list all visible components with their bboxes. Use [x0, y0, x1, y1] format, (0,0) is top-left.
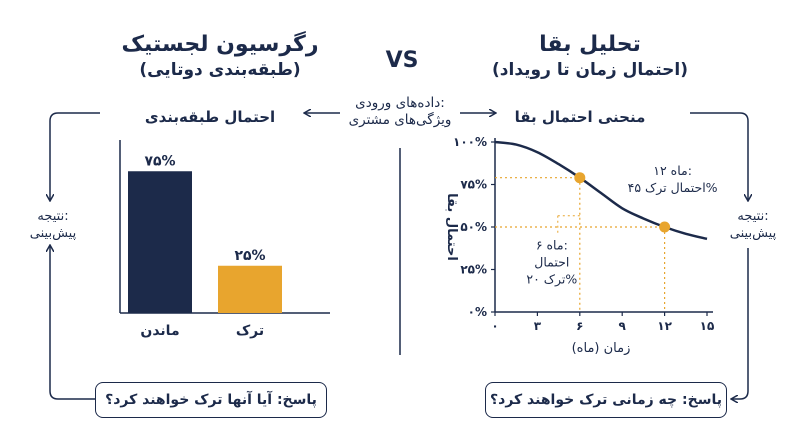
vs-label: VS — [385, 48, 419, 73]
bar-1 — [128, 171, 192, 313]
right-result-line1: نتیجه: — [737, 209, 769, 224]
y-axis-label: احتمال بقا — [444, 193, 459, 261]
highlight-label-2-line-1: ماه ۱۲: — [653, 163, 692, 178]
right-section-title: منحنی احتمال بقا — [514, 108, 646, 126]
right-title: تحلیل بقا — [539, 32, 641, 57]
left-subtitle: (طبقه‌بندی دوتایی) — [139, 60, 301, 80]
x-tick-label-9: ۹ — [619, 319, 627, 333]
x-tick-label-6: ۶ — [576, 319, 583, 333]
left-answer-box: پاسخ: آیا آنها ترک خواهند کرد؟ — [95, 382, 327, 418]
y-tick-label-25: ۲۵% — [460, 263, 487, 277]
right-subtitle: (احتمال زمان تا رویداد) — [492, 60, 688, 80]
left-result-line2: پیش‌بینی — [29, 226, 77, 241]
bar-value-label-1: ۷۵% — [144, 153, 175, 169]
input-data-label: داده‌های ورودی: ویژگی‌های مشتری — [335, 95, 465, 129]
y-tick-label-75: ۷۵% — [460, 178, 487, 192]
x-tick-label-15: ۱۵ — [700, 319, 715, 333]
highlight-bracket — [557, 215, 580, 233]
survival-curve-chart: ۰% ۲۵% ۵۰% ۷۵% ۱۰۰% ۰ ۳ ۶ ۹ ۱۲ ۱۵ زمان (ماه) احتمال … — [444, 135, 718, 356]
bar-chart: ۷۵% ماندن ۲۵% ترک — [119, 140, 330, 339]
survival-curve-line — [494, 140, 708, 241]
y-tick-label-0: ۰% — [468, 305, 487, 319]
arrow-left-to-result — [50, 112, 100, 200]
x-axis-label: زمان (ماه) — [572, 341, 631, 356]
x-tick-label-0: ۰ — [491, 319, 498, 333]
bar-2 — [218, 265, 282, 313]
y-tick-label-100: ۱۰۰% — [453, 135, 487, 149]
left-result-label: نتیجه: پیش‌بینی — [18, 208, 88, 242]
x-tick-label-12: ۱۲ — [657, 319, 672, 333]
arrow-right-result-to-answer — [732, 248, 749, 399]
arrow-left-answer-to-result — [50, 246, 95, 400]
bar-category-label-2: ترک — [236, 323, 264, 339]
y-tick-label-50: ۵۰% — [460, 220, 487, 234]
right-result-line2: پیش‌بینی — [729, 226, 777, 241]
highlight-label-1-line-3: ترک ۲۰% — [526, 272, 577, 288]
right-result-label: نتیجه: پیش‌بینی — [718, 208, 788, 242]
arrow-right-to-result — [690, 112, 748, 200]
x-tick-label-3: ۳ — [534, 319, 542, 333]
input-data-line2: ویژگی‌های مشتری — [348, 112, 452, 128]
highlight-label-2-line-2: احتمال ترک ۴۵% — [628, 180, 718, 196]
right-answer-box: پاسخ: چه زمانی ترک خواهند کرد؟ — [485, 382, 727, 418]
highlight-point-1 — [574, 172, 586, 184]
left-title: رگرسیون لجستیک — [121, 32, 319, 57]
bar-category-label-1: ماندن — [140, 323, 179, 339]
left-result-line1: نتیجه: — [37, 209, 69, 224]
left-section-title: احتمال طبقه‌بندی — [144, 108, 276, 126]
highlight-point-2 — [659, 221, 671, 233]
bar-value-label-2: ۲۵% — [234, 248, 265, 264]
highlight-label-1-line-1: ماه ۶: — [536, 238, 568, 253]
input-data-line1: داده‌های ورودی: — [355, 95, 445, 111]
highlight-label-1-line-2: احتمال — [534, 255, 569, 270]
